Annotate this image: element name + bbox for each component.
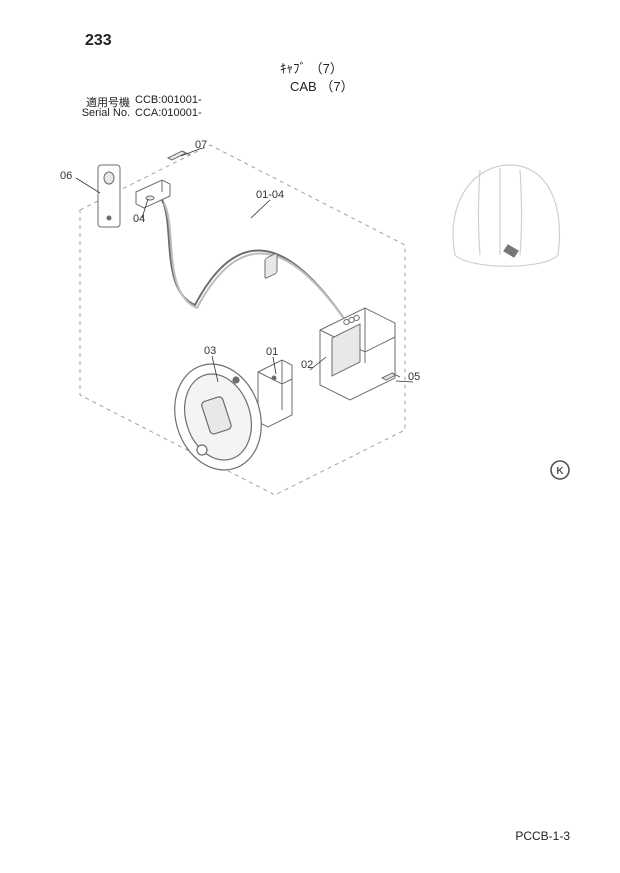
diagram-illustration: K: [0, 0, 620, 873]
callout-03: 03: [204, 345, 216, 357]
secondary-outline: [453, 165, 559, 266]
callout-01: 01: [266, 346, 278, 358]
footer-code: PCCB-1-3: [515, 829, 570, 843]
callout-05: 05: [408, 371, 420, 383]
part-06-plate: [98, 165, 120, 227]
svg-text:K: K: [556, 466, 564, 477]
part-07-screw: [168, 151, 190, 160]
callout-02: 02: [301, 359, 313, 371]
page: 233 ｷｬﾌﾞ （7） CAB （7） 適用号機 CCB:001001- Se…: [0, 0, 620, 873]
callout-06: 06: [60, 170, 72, 182]
callout-07: 07: [195, 139, 207, 151]
callout-04: 04: [133, 213, 145, 225]
part-02-box: [320, 308, 395, 400]
k-mark-icon: K: [551, 461, 569, 479]
part-01-switch: [258, 253, 292, 427]
callout-01-04: 01-04: [256, 189, 284, 201]
part-hose: [162, 200, 345, 320]
part-hose-shadow: [164, 203, 347, 323]
